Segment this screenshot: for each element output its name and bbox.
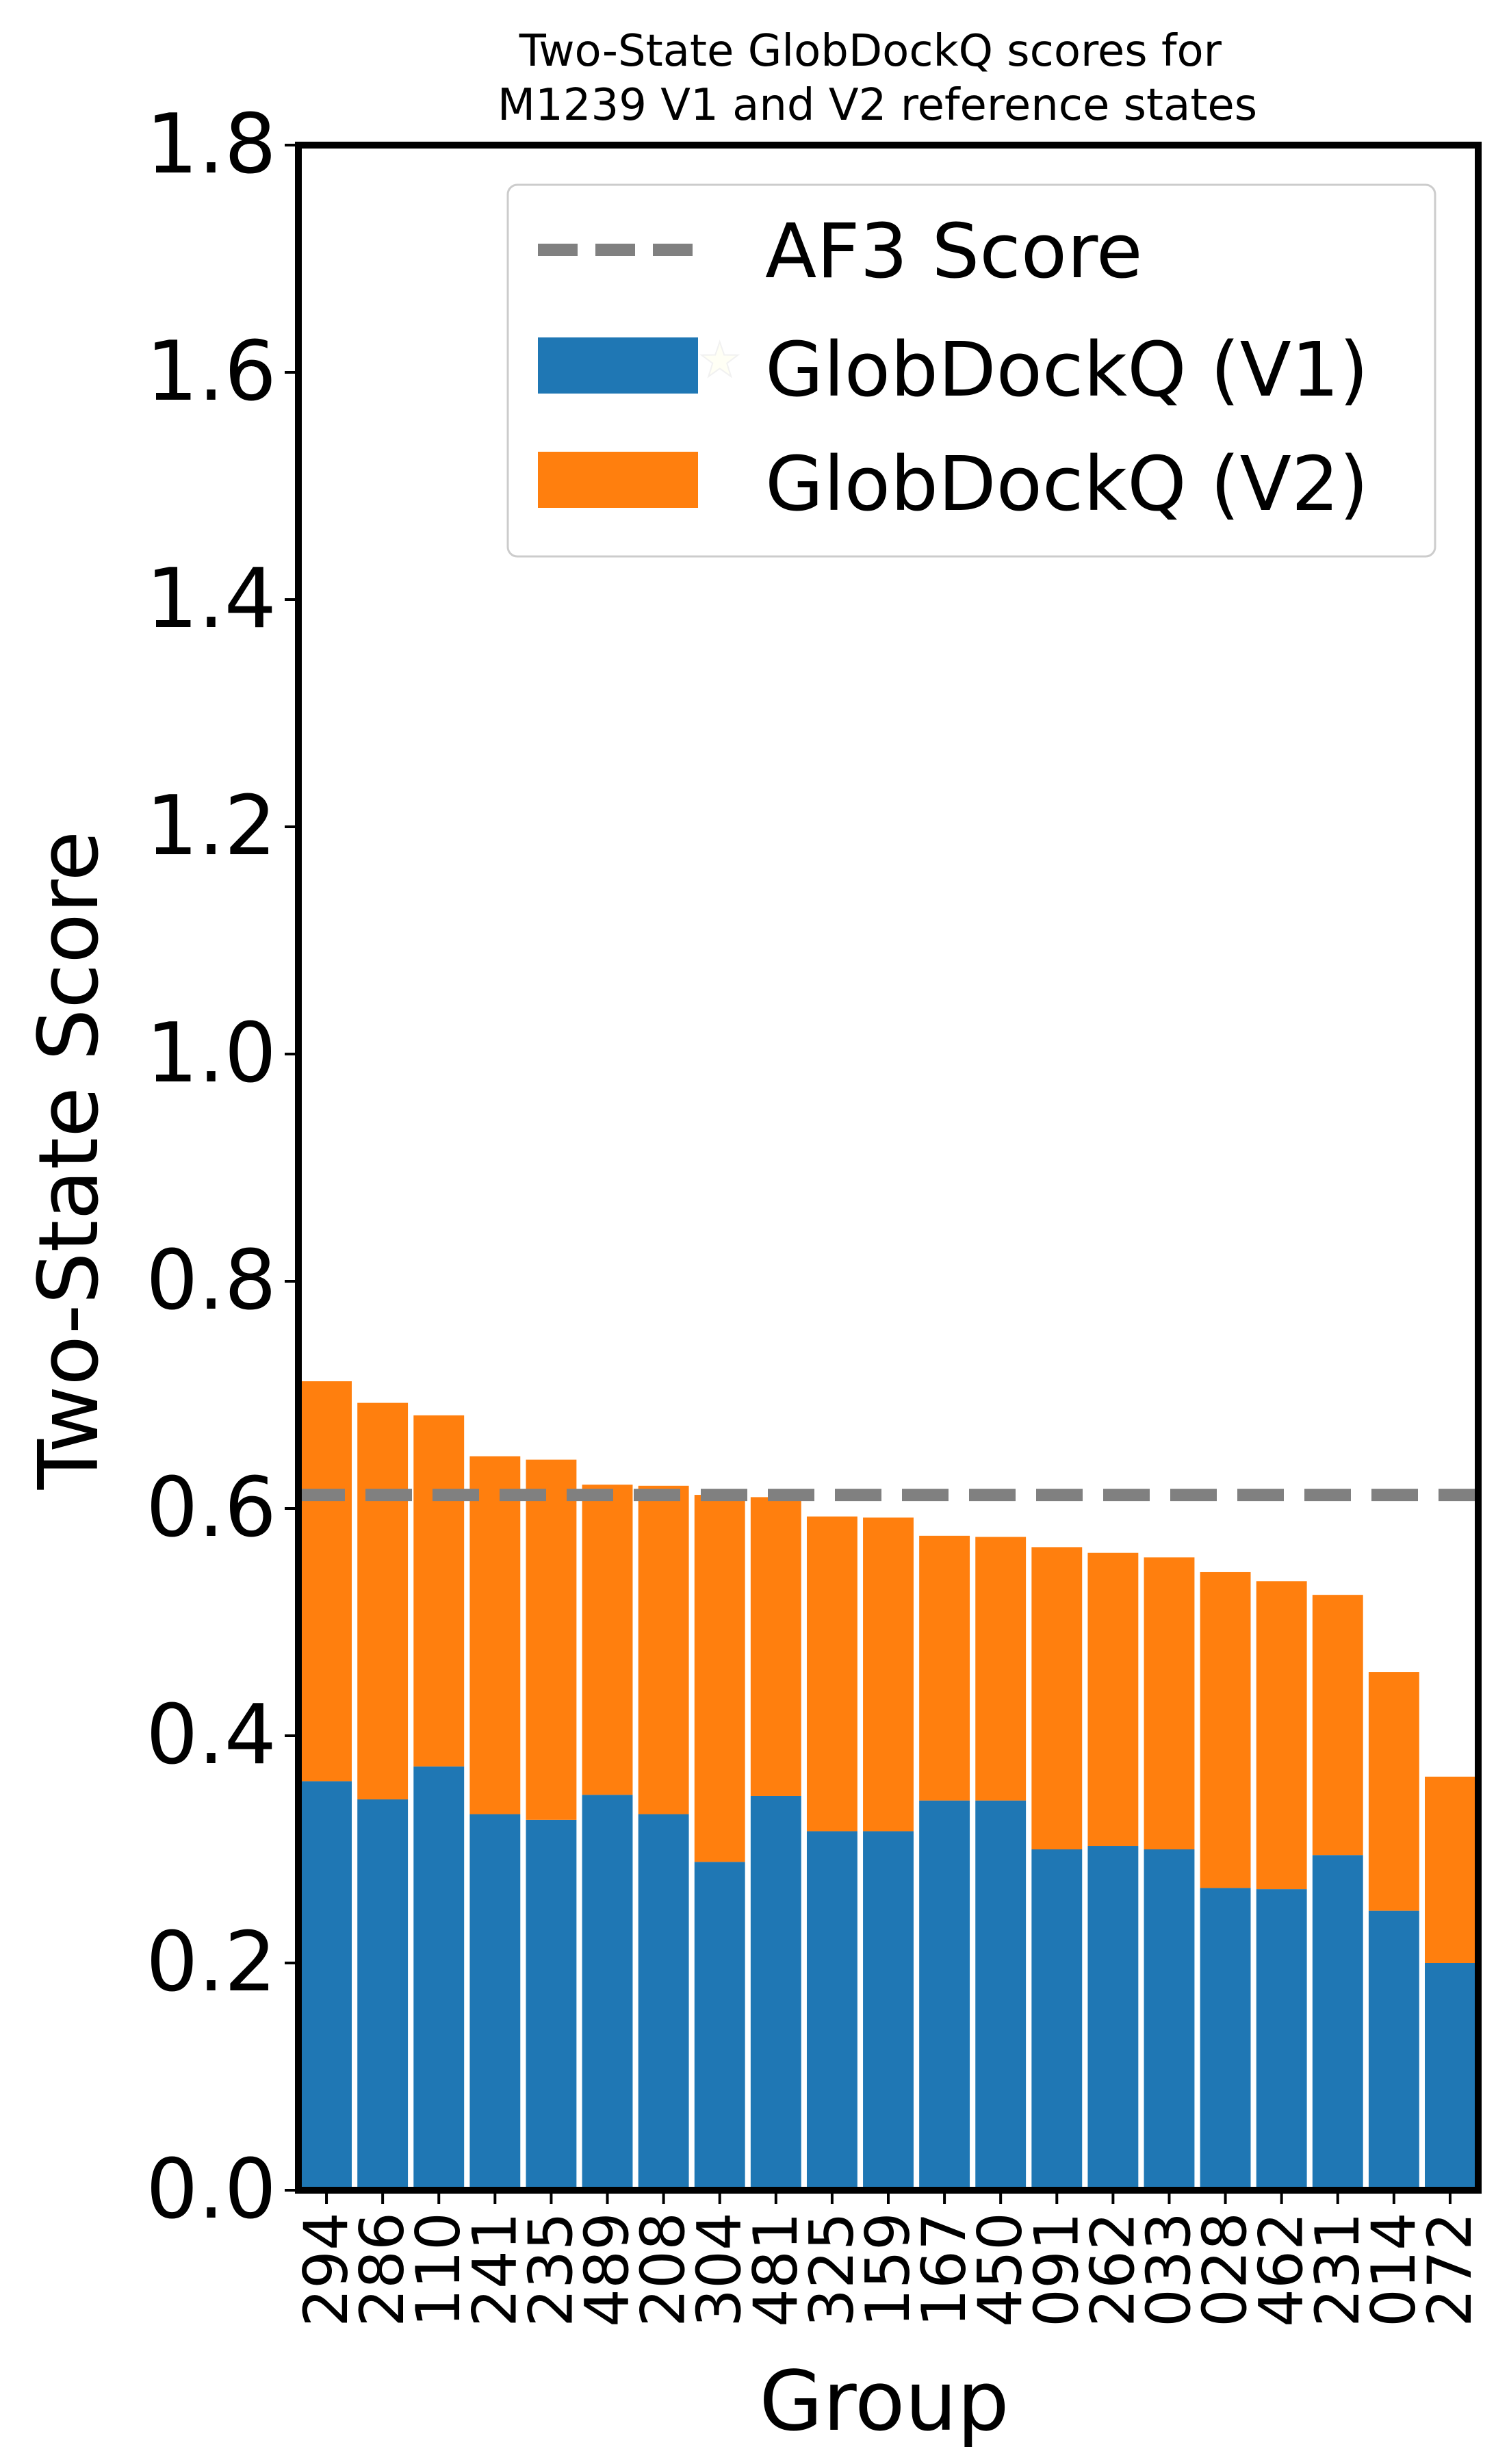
bar-v2-286 — [357, 1402, 409, 1799]
chart-title: Two-State GlobDockQ scores for M1239 V1 … — [498, 26, 1257, 131]
x-tick-label: 033 — [1133, 2212, 1204, 2327]
bar-v2-235 — [526, 1459, 577, 1820]
bar-v2-231 — [1312, 1595, 1363, 1856]
x-axis-label: Group — [759, 2354, 1009, 2450]
bar-v2-325 — [806, 1516, 857, 1832]
bar-v2-489 — [582, 1485, 633, 1795]
x-tick-label: 091 — [1021, 2212, 1092, 2327]
bar-v2-014 — [1368, 1672, 1419, 1911]
bar-v1-241 — [469, 1814, 521, 2190]
bar-v1-167 — [919, 1800, 970, 2190]
legend-box — [506, 183, 1436, 558]
bar-v1-462 — [1256, 1889, 1307, 2190]
bar-v1-450 — [975, 1800, 1027, 2190]
bar-v2-159 — [863, 1517, 914, 1832]
bar-v1-272 — [1425, 1963, 1475, 2190]
chart-title-line-1: Two-State GlobDockQ scores for — [519, 26, 1222, 77]
bar-v1-110 — [413, 1766, 465, 2190]
x-tick-label: 286 — [347, 2212, 417, 2327]
bar-v2-208 — [638, 1485, 689, 1814]
x-tick-label: 325 — [797, 2212, 867, 2327]
y-tick-label: 1.4 — [146, 552, 276, 647]
x-tick-label: 304 — [684, 2212, 755, 2327]
y-tick-label: 1.0 — [146, 1006, 276, 1101]
x-tick-label: 272 — [1415, 2212, 1485, 2327]
bar-v1-091 — [1031, 1849, 1083, 2190]
bar-v2-294 — [301, 1381, 352, 1782]
x-tick-label: 028 — [1190, 2212, 1261, 2327]
bars — [301, 1381, 1475, 2190]
x-tick-label: 167 — [909, 2212, 979, 2327]
bar-v1-159 — [863, 1831, 914, 2190]
bar-v1-014 — [1368, 1910, 1419, 2190]
legend-v1-swatch — [538, 337, 698, 394]
y-tick-label: 0.8 — [146, 1233, 276, 1329]
bar-v1-262 — [1087, 1846, 1139, 2190]
bar-v1-489 — [582, 1795, 633, 2190]
bar-v1-235 — [526, 1819, 577, 2190]
bar-v1-286 — [357, 1799, 409, 2190]
x-tick-label: 262 — [1077, 2212, 1148, 2327]
x-tick-label: 159 — [853, 2212, 923, 2327]
x-tick-label: 481 — [740, 2212, 811, 2327]
x-tick-label: 231 — [1302, 2212, 1373, 2327]
y-tick-label: 1.2 — [146, 779, 276, 874]
bar-v1-028 — [1200, 1888, 1251, 2190]
x-tick-label: 294 — [291, 2212, 361, 2327]
x-tick-label: 235 — [515, 2212, 586, 2327]
x-tick-label: 208 — [628, 2212, 699, 2327]
bar-v2-167 — [919, 1535, 970, 1801]
bar-v2-091 — [1031, 1547, 1083, 1849]
bar-v2-304 — [694, 1495, 745, 1862]
bar-v2-462 — [1256, 1581, 1307, 1890]
bar-v2-028 — [1200, 1571, 1251, 1888]
bar-v2-033 — [1144, 1557, 1195, 1849]
bar-v2-450 — [975, 1537, 1027, 1801]
legend: AF3 Score GlobDockQ (V1) GlobDockQ (V2) — [506, 183, 1436, 558]
y-tick-label: 0.6 — [146, 1461, 276, 1556]
bar-v2-110 — [413, 1415, 465, 1767]
bar-v1-325 — [806, 1831, 857, 2190]
y-tick-label: 0.2 — [146, 1915, 276, 2010]
bar-v1-294 — [301, 1781, 352, 2190]
y-tick-label: 0.4 — [146, 1688, 276, 1783]
x-tick-label: 014 — [1358, 2212, 1429, 2327]
y-axis-label: Two-State Score — [22, 831, 117, 1490]
legend-v1-label: GlobDockQ (V1) — [765, 326, 1369, 413]
x-tick-label: 462 — [1246, 2212, 1317, 2327]
bar-v2-481 — [750, 1497, 801, 1796]
bar-v1-304 — [694, 1862, 745, 2190]
chart-title-line-2: M1239 V1 and V2 reference states — [498, 80, 1257, 131]
bar-v1-033 — [1144, 1849, 1195, 2190]
x-axis: 2942861102412354892083044813251591674500… — [291, 2190, 1485, 2327]
x-tick-label: 450 — [965, 2212, 1035, 2327]
x-tick-label: 110 — [403, 2212, 474, 2327]
y-axis: 0.0 0.2 0.4 0.6 0.8 1.0 1.2 1.4 1.6 1.8 — [146, 97, 298, 2237]
x-tick-label: 241 — [459, 2212, 530, 2327]
bar-v2-241 — [469, 1456, 521, 1814]
legend-v2-swatch — [538, 452, 698, 508]
legend-af3-label: AF3 Score — [765, 207, 1143, 295]
y-tick-label: 1.8 — [146, 97, 276, 192]
legend-v2-label: GlobDockQ (V2) — [765, 440, 1369, 528]
bar-v1-231 — [1312, 1855, 1363, 2190]
x-tick-label: 489 — [572, 2212, 643, 2327]
bar-v2-272 — [1425, 1776, 1475, 1963]
bar-v2-262 — [1087, 1552, 1139, 1847]
bar-v1-208 — [638, 1814, 689, 2190]
bar-v1-481 — [750, 1795, 801, 2190]
y-tick-label: 0.0 — [146, 2142, 276, 2237]
y-tick-label: 1.6 — [146, 324, 276, 420]
